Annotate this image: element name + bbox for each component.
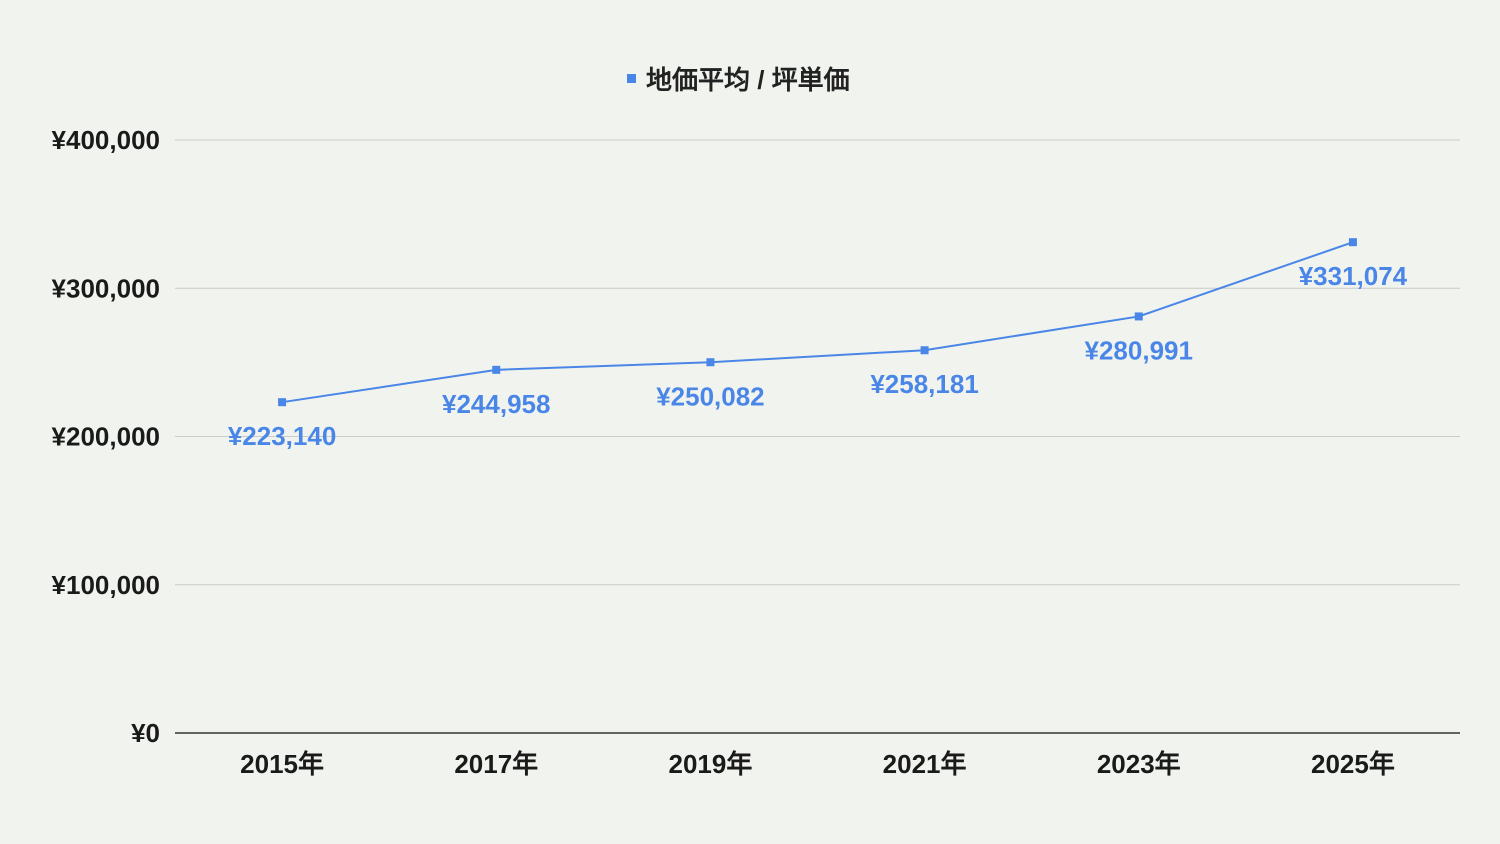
y-tick-label: ¥400,000: [52, 125, 160, 155]
y-tick-label: ¥100,000: [52, 570, 160, 600]
data-label: ¥244,958: [442, 389, 550, 419]
data-point: [278, 398, 287, 407]
data-label: ¥331,074: [1299, 261, 1408, 291]
series-line: [281, 241, 1354, 404]
y-tick-label: ¥0: [131, 718, 160, 748]
x-tick-label: 2019年: [668, 749, 752, 779]
data-label: ¥280,991: [1085, 335, 1193, 365]
data-label: ¥258,181: [870, 369, 978, 399]
legend-label: 地価平均 / 坪単価: [646, 65, 850, 95]
data-point: [706, 358, 715, 367]
y-axis-ticks: ¥0 ¥100,000 ¥200,000 ¥300,000 ¥400,000: [52, 125, 160, 748]
y-tick-label: ¥300,000: [52, 273, 160, 303]
data-point: [492, 365, 501, 374]
series-line-group: [278, 238, 1357, 407]
data-point: [920, 346, 929, 355]
x-tick-label: 2017年: [454, 749, 538, 779]
legend-swatch-icon: [627, 74, 636, 83]
data-labels: ¥223,140 ¥244,958 ¥250,082 ¥258,181 ¥280,991…: [228, 261, 1408, 451]
x-axis-ticks: 2015年 2017年 2019年 2021年 2023年 2025年: [240, 749, 1395, 779]
x-tick-label: 2015年: [240, 749, 324, 779]
data-point: [1134, 312, 1143, 321]
data-point: [1348, 238, 1357, 247]
data-label: ¥250,082: [656, 381, 764, 411]
gridlines: [175, 139, 1460, 734]
legend: 地価平均 / 坪単価: [627, 65, 850, 95]
data-label: ¥223,140: [228, 421, 336, 451]
y-tick-label: ¥200,000: [52, 422, 160, 452]
x-tick-label: 2023年: [1097, 749, 1181, 779]
x-tick-label: 2021年: [883, 749, 967, 779]
x-tick-label: 2025年: [1311, 749, 1395, 779]
